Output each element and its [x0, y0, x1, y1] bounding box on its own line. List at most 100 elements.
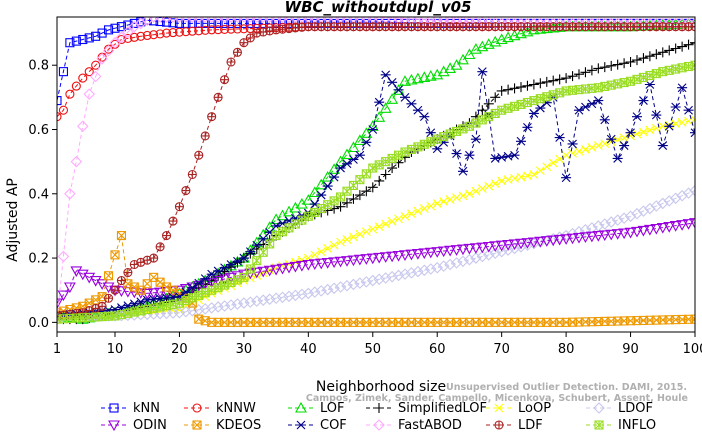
data-point-kNNW: [155, 29, 165, 39]
data-point-LDOF: [289, 289, 302, 302]
data-point-COF: [187, 283, 198, 293]
data-point-FastABOD: [147, 17, 160, 23]
data-point-kNNW: [71, 81, 81, 91]
data-point-COF: [567, 139, 578, 149]
data-point-SimplifiedLOF: [554, 74, 565, 85]
data-point-ODIN: [611, 229, 624, 240]
attribution-line-2: Campos, Zimek, Sander, Campello, Micenko…: [306, 393, 688, 404]
series-INFLO: [57, 60, 695, 324]
data-point-COF: [561, 173, 572, 183]
data-point-kNN: [200, 18, 210, 28]
data-point-COF: [374, 97, 385, 107]
data-point-COF: [690, 128, 695, 138]
data-point-LDOF: [502, 244, 514, 256]
data-point-kNN: [258, 18, 268, 28]
data-point-ODIN: [450, 245, 463, 256]
data-point-ODIN: [560, 234, 573, 245]
data-point-LDOF: [470, 252, 482, 264]
data-point-LoOP: [645, 125, 655, 135]
data-point-ODIN: [257, 266, 270, 278]
data-point-LDF: [220, 75, 230, 85]
data-point-COF: [419, 112, 430, 122]
data-point-FastABOD: [238, 17, 250, 23]
data-point-LOF: [341, 148, 353, 160]
data-point-ODIN: [553, 234, 566, 246]
data-point-FastABOD: [115, 31, 128, 44]
data-point-FastABOD: [205, 17, 218, 23]
data-point-LDOF: [676, 189, 688, 202]
series-line-kNN: [57, 19, 695, 101]
data-point-LDOF: [515, 241, 527, 253]
data-point-kNN: [149, 17, 159, 26]
data-point-LDOF: [321, 283, 334, 296]
legend-item-LOF: LOF: [288, 401, 345, 416]
data-point-COF: [200, 274, 211, 284]
data-point-COF: [135, 297, 146, 307]
data-point-ODIN: [502, 240, 515, 251]
data-point-kNN: [220, 18, 230, 28]
data-point-LDF: [194, 150, 204, 160]
data-point-LDF: [162, 231, 172, 241]
data-point-FastABOD: [308, 17, 321, 23]
x-tick-label: 10: [107, 342, 124, 357]
x-tick-label: 100: [683, 342, 702, 357]
data-point-FastABOD: [289, 17, 302, 23]
data-point-ODIN: [334, 256, 347, 268]
data-point-ODIN: [424, 247, 437, 259]
data-point-COF: [361, 137, 372, 147]
data-point-ODIN: [199, 279, 212, 290]
data-point-LDOF: [489, 247, 502, 260]
data-point-kNNW: [232, 24, 242, 34]
data-point-ODIN: [399, 250, 411, 261]
data-point-ODIN: [573, 232, 585, 244]
legend-item-kNNW: kNNW: [184, 401, 256, 416]
x-axis-label: Neighborhood size: [316, 379, 446, 395]
attribution: Unsupervised Outlier Detection. DAMI, 20…: [306, 382, 688, 404]
data-point-LDOF: [283, 290, 295, 303]
data-point-LDF: [232, 47, 242, 57]
data-point-COF: [335, 163, 346, 173]
data-point-COF: [664, 121, 675, 131]
data-point-kNNW: [149, 30, 159, 40]
data-point-LoOP: [355, 229, 365, 239]
data-point-LoOP: [374, 222, 384, 231]
data-point-LOF: [450, 59, 463, 70]
data-point-LoOP: [529, 170, 539, 179]
data-point-LDOF: [205, 302, 218, 314]
data-point-SimplifiedLOF: [535, 78, 546, 89]
data-point-LDOF: [399, 268, 411, 280]
data-point-COF: [316, 190, 327, 200]
data-point-ODIN: [521, 238, 534, 249]
data-point-LDF: [690, 22, 695, 32]
data-point-kNNW: [57, 112, 62, 122]
data-point-SimplifiedLOF: [632, 55, 642, 66]
legend-item-FastABOD: FastABOD: [366, 418, 462, 433]
data-point-LOF: [386, 93, 399, 104]
data-point-kNNW: [220, 24, 230, 34]
data-point-LoOP: [548, 158, 558, 168]
data-point-kNNW: [245, 24, 255, 34]
data-point-FastABOD: [244, 17, 257, 23]
data-point-SimplifiedLOF: [503, 84, 514, 95]
data-point-kNNW: [78, 73, 88, 83]
data-point-SimplifiedLOF: [644, 51, 655, 62]
data-point-ODIN: [669, 221, 682, 232]
data-point-kNN: [213, 18, 223, 28]
x-tick-label: 30: [236, 342, 253, 357]
data-point-LDOF: [424, 263, 437, 275]
series-LDOF: [57, 184, 695, 322]
data-point-COF: [528, 109, 539, 118]
legend-label: LDF: [518, 418, 543, 433]
data-point-FastABOD: [154, 17, 166, 23]
data-point-LDOF: [663, 195, 676, 207]
data-point-SimplifiedLOF: [490, 92, 501, 103]
data-point-ODIN: [276, 263, 289, 275]
data-point-LOF: [270, 213, 283, 225]
data-point-LDOF: [276, 291, 289, 304]
legend-item-kNN: kNN: [101, 401, 160, 416]
data-point-COF: [496, 152, 507, 162]
data-point-LDOF: [308, 286, 321, 298]
data-point-ODIN: [321, 258, 334, 269]
data-point-SimplifiedLOF: [232, 257, 243, 268]
data-point-LDOF: [296, 288, 308, 301]
